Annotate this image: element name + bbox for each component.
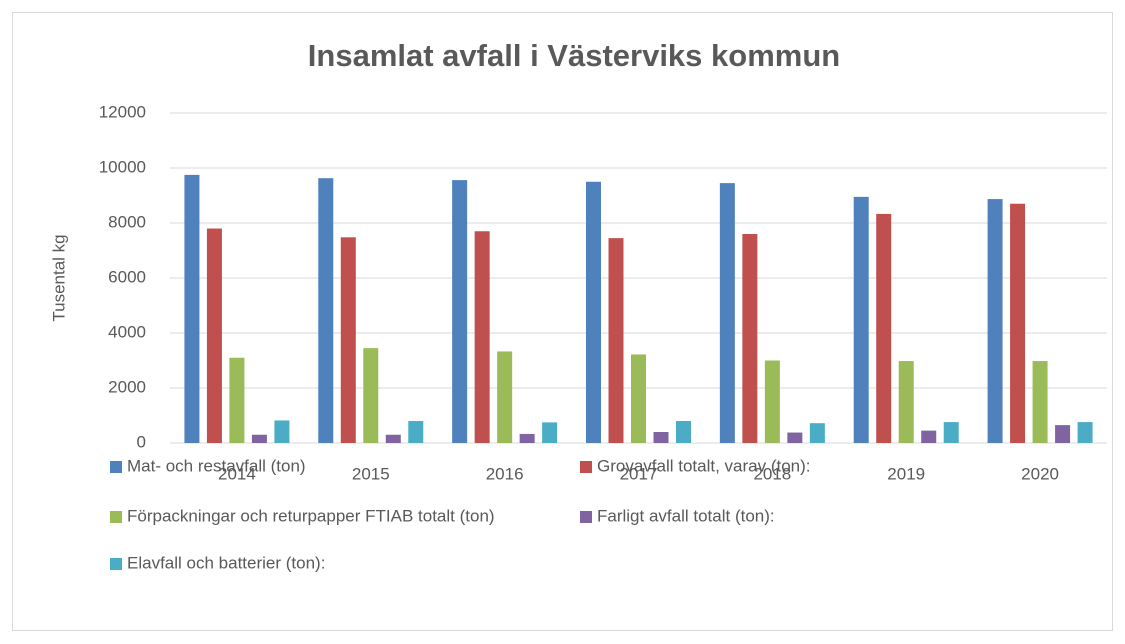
x-tick-label: 2016 [486, 464, 524, 483]
bar [251, 434, 267, 443]
y-tick-label: 4000 [108, 322, 146, 341]
y-tick-label: 10000 [99, 157, 146, 176]
x-tick-label: 2015 [352, 464, 390, 483]
bar [853, 196, 869, 443]
bar [274, 420, 290, 443]
bar [586, 181, 601, 443]
bar [764, 360, 780, 443]
bar [987, 199, 1003, 443]
bar [631, 354, 646, 443]
legend-marker [580, 461, 592, 473]
bar [229, 357, 245, 443]
bar [719, 183, 735, 443]
y-tick-label: 8000 [108, 212, 146, 231]
bar [385, 434, 401, 443]
bar [898, 361, 914, 443]
x-tick-label: 2018 [753, 464, 791, 483]
bar [340, 237, 356, 443]
bar [519, 433, 535, 443]
bar [1010, 203, 1026, 443]
chart-title: Insamlat avfall i Västerviks kommun [308, 38, 840, 73]
bar [408, 421, 424, 443]
bar [943, 422, 959, 443]
x-tick-label: 2014 [218, 464, 256, 483]
y-tick-label: 0 [137, 432, 146, 451]
bar [184, 174, 200, 443]
bar [542, 422, 558, 443]
y-tick-label: 2000 [108, 377, 146, 396]
chart-border [12, 12, 1113, 631]
bar [876, 213, 892, 443]
bar [809, 423, 825, 443]
legend-marker [110, 558, 122, 570]
legend-label: Förpackningar och returpapper FTIAB tota… [127, 506, 495, 525]
y-tick-label: 12000 [99, 102, 146, 121]
legend-marker [580, 511, 592, 523]
bar [921, 430, 937, 443]
bar [452, 180, 468, 443]
y-axis-label: Tusental kg [49, 234, 68, 321]
legend-label: Farligt avfall totalt (ton): [597, 506, 775, 525]
bar [653, 432, 669, 443]
bar [1032, 361, 1048, 443]
bar [742, 234, 758, 443]
bar [1077, 422, 1093, 443]
bar [318, 178, 334, 444]
legend-label: Mat- och restavfall (ton) [127, 456, 306, 475]
y-tick-label: 6000 [108, 267, 146, 286]
legend-label: Elavfall och batterier (ton): [127, 553, 325, 572]
legend-marker [110, 461, 122, 473]
x-tick-label: 2017 [620, 464, 658, 483]
bar [363, 348, 379, 443]
legend-label: Grovavfall totalt, varav (ton): [597, 456, 811, 475]
x-tick-label: 2019 [887, 464, 925, 483]
x-tick-label: 2020 [1021, 464, 1059, 483]
bar [608, 238, 624, 443]
bar [787, 432, 803, 443]
bar [497, 351, 513, 443]
bar [474, 231, 490, 443]
legend-marker [110, 511, 122, 523]
bar [1055, 425, 1071, 443]
bar [676, 421, 691, 443]
bar [206, 228, 222, 443]
